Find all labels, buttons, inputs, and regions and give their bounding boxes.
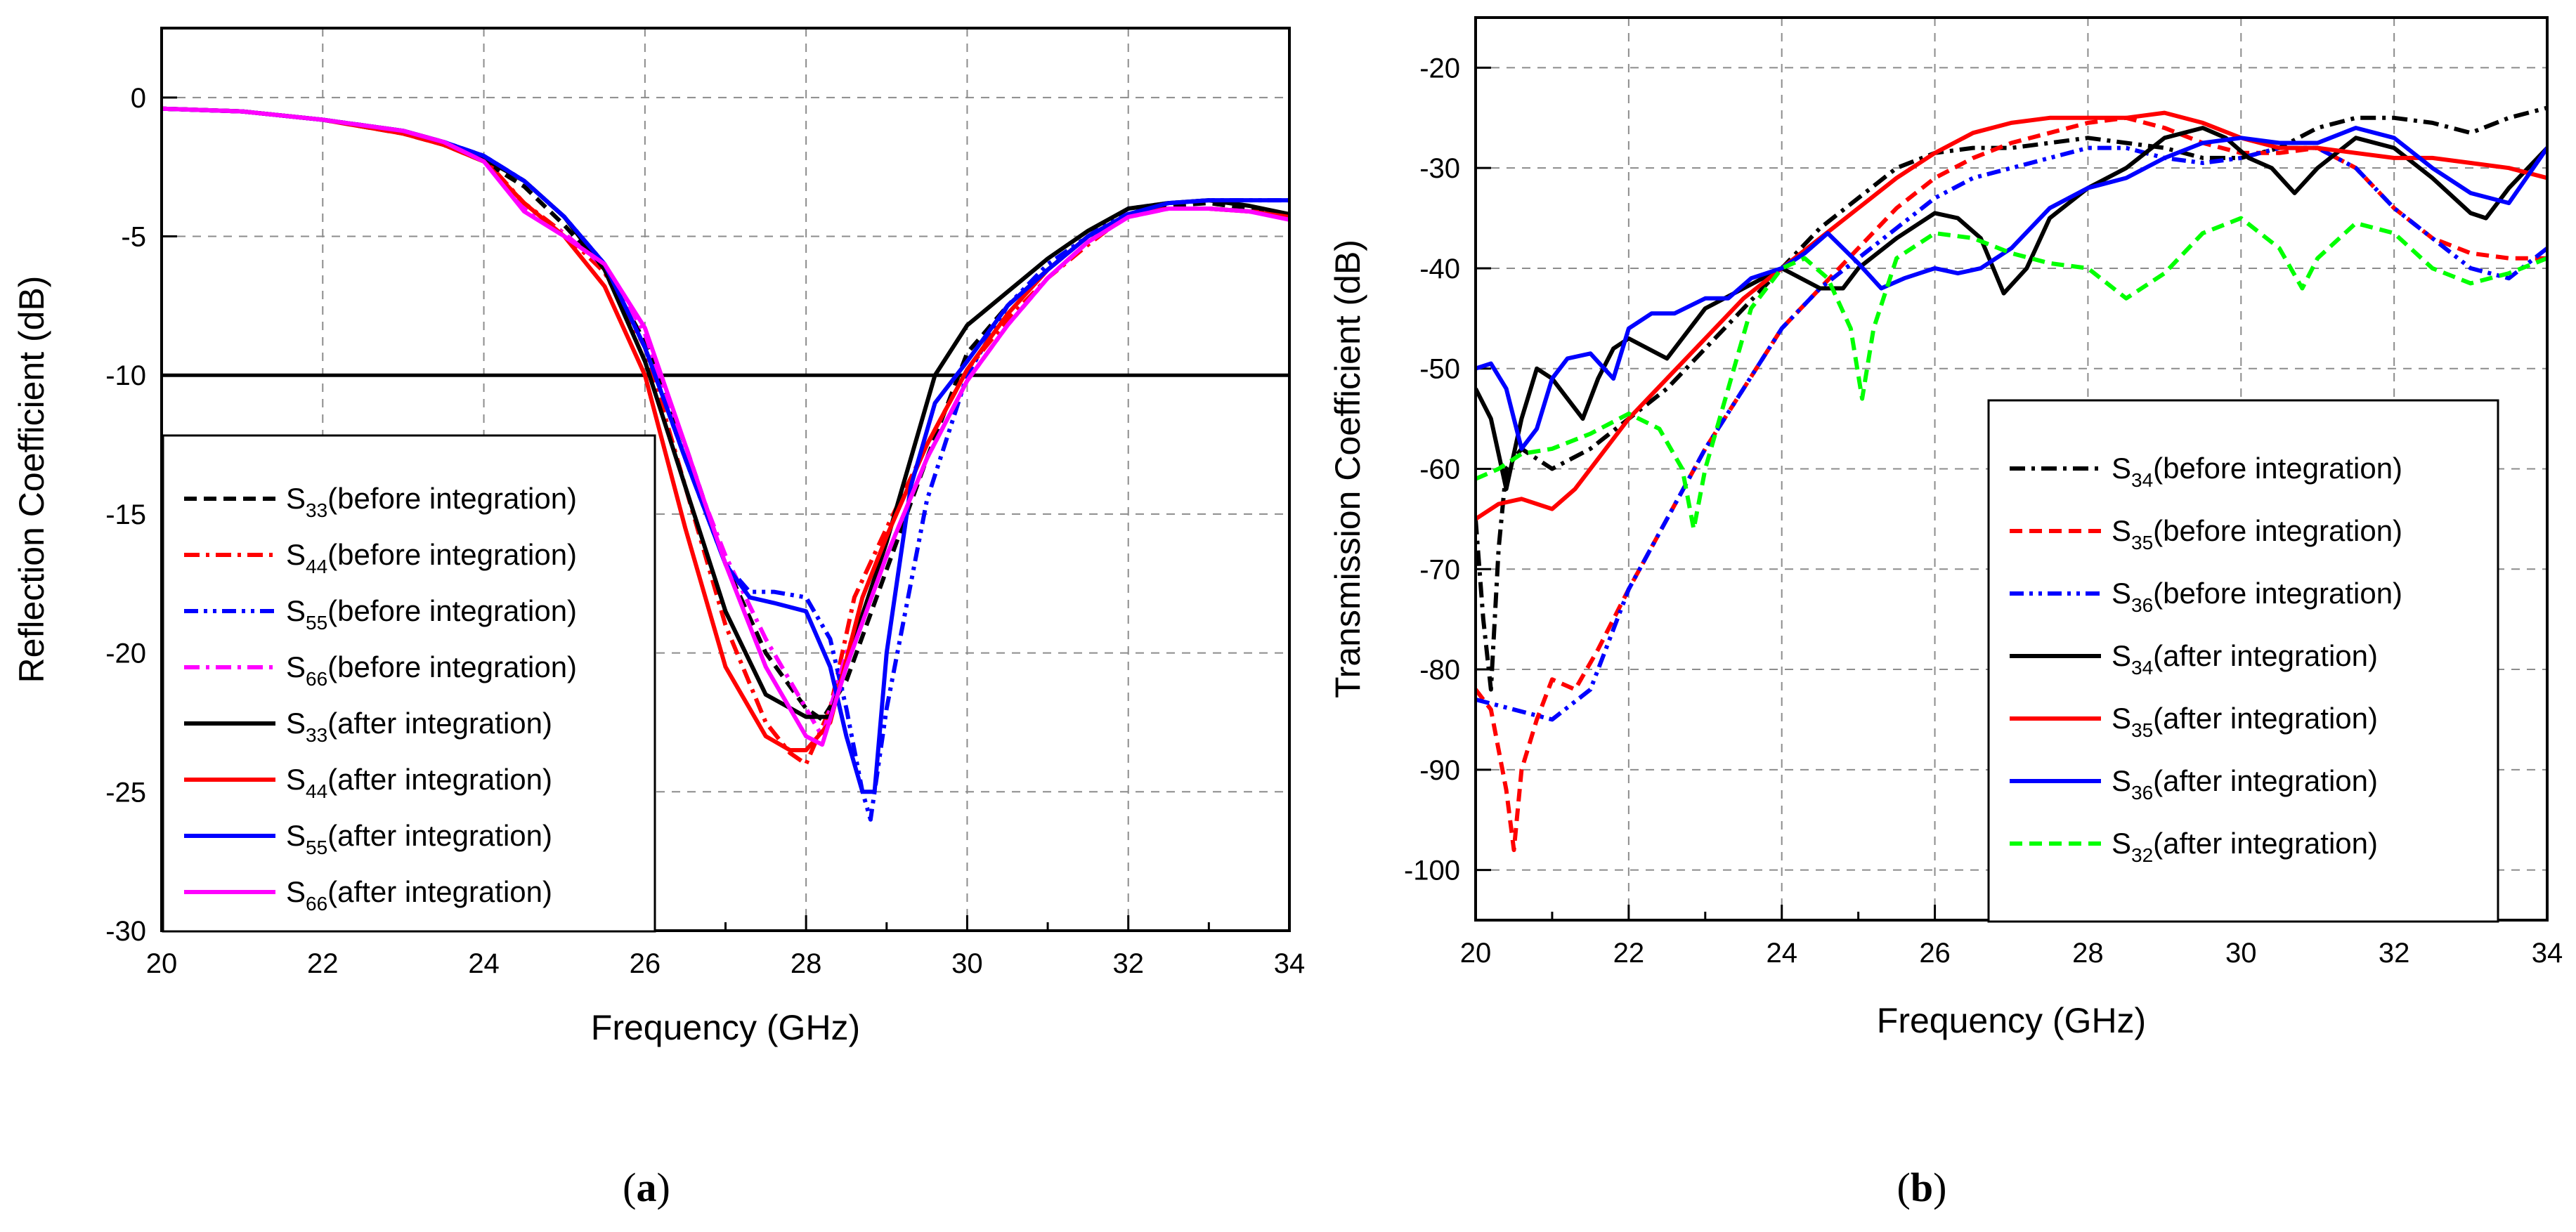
- pb-y-tick-label: -80: [1419, 655, 1460, 686]
- legend-label-s33a: S33(after integration): [286, 707, 552, 746]
- pa-x-tick-label: 30: [951, 948, 983, 979]
- legend-label-t35b: S35(before integration): [2112, 514, 2402, 553]
- series-line-t36a: [1476, 126, 2547, 451]
- pa-y-tick-label: 0: [131, 83, 146, 114]
- legend-label-s44a: S44(after integration): [286, 763, 552, 802]
- series-line-t36b: [1476, 145, 2547, 722]
- series-line-s66a: [162, 106, 1289, 747]
- pa-y-tick-label: -20: [105, 638, 146, 669]
- series-line-t34a: [1476, 126, 2547, 492]
- pb-y-tick-label: -20: [1419, 53, 1460, 84]
- series-line-s55a: [162, 106, 1289, 794]
- pb-y-tick-label: -100: [1404, 856, 1460, 886]
- pb-x-axis-label: Frequency (GHz): [1877, 1001, 2146, 1040]
- series-line-t35b: [1476, 115, 2547, 853]
- pb-x-tick-label: 26: [1919, 938, 1951, 969]
- pb-legend: S34(before integration) S35(before integr…: [1987, 399, 2499, 923]
- pa-y-tick-label: -15: [105, 499, 146, 530]
- pa-y-axis-label: Reflection Coefficient (dB): [12, 276, 51, 683]
- legend-label-s66a: S66(after integration): [286, 875, 552, 915]
- pa-x-axis-label: Frequency (GHz): [591, 1008, 860, 1047]
- legend-label-t35a: S35(after integration): [2112, 702, 2378, 741]
- pa-plot-area: [162, 106, 1289, 822]
- pa-x-tick-label: 26: [630, 948, 661, 979]
- pa-x-tick-label: 20: [146, 948, 178, 979]
- series-line-t35a: [1476, 110, 2547, 521]
- pa-plot-frame: [160, 27, 1291, 932]
- legend-label-s33b: S33(before integration): [286, 482, 577, 521]
- legend-label-t32a: S32(after integration): [2112, 827, 2378, 866]
- pb-y-tick-label: -70: [1419, 554, 1460, 585]
- panel-a-caption: (a): [623, 1165, 670, 1210]
- pb-y-tick-label: -50: [1419, 354, 1460, 385]
- pa-legend-box: [162, 434, 656, 933]
- pb-y-tick-label: -40: [1419, 254, 1460, 284]
- panel-b-caption: (b): [1897, 1165, 1947, 1210]
- pa-legend: S33(before integration) S44(before integr…: [162, 434, 656, 933]
- legend-label-t34a: S34(after integration): [2112, 639, 2378, 679]
- pb-x-tick-label: 34: [2532, 938, 2563, 969]
- legend-label-s55b: S55(before integration): [286, 594, 577, 634]
- pa-y-tick-label: -10: [105, 360, 146, 391]
- legend-label-t36b: S36(before integration): [2112, 577, 2402, 616]
- pb-x-tick-label: 20: [1460, 938, 1492, 969]
- pa-x-tick-label: 34: [1274, 948, 1306, 979]
- legend-label-s55a: S55(after integration): [286, 819, 552, 858]
- pa-x-tick-label: 32: [1112, 948, 1144, 979]
- pb-x-tick-label: 32: [2379, 938, 2410, 969]
- pb-x-tick-label: 24: [1766, 938, 1797, 969]
- pa-y-tick-label: -30: [105, 916, 146, 947]
- pb-y-axis-label: Transmission Coefficient (dB): [1328, 240, 1367, 698]
- pa-y-tick-label: -25: [105, 777, 146, 808]
- pb-x-tick-label: 22: [1613, 938, 1645, 969]
- pb-x-tick-label: 30: [2225, 938, 2257, 969]
- pa-y-tick-label: -5: [121, 222, 146, 253]
- series-line-t32a: [1476, 216, 2547, 532]
- pb-legend-box: [1987, 399, 2499, 923]
- legend-label-t36a: S36(after integration): [2112, 764, 2378, 804]
- pb-y-tick-label: -30: [1419, 153, 1460, 184]
- pa-x-tick-label: 24: [468, 948, 500, 979]
- panel-a-reflection-chart: 20 22 24 26 28 30 32 34 0 -5 -10 -15 -20 -25 -30 S33(be…: [12, 27, 1306, 1047]
- pa-x-tick-label: 22: [307, 948, 339, 979]
- legend-label-s66b: S66(before integration): [286, 650, 577, 690]
- pb-plot-area: [1476, 105, 2547, 853]
- pb-x-tick-label: 28: [2072, 938, 2104, 969]
- panel-b-transmission-chart: 20 22 24 26 28 30 32 34 -20 -30 -40 -50 -60 -70 -80 -90…: [1328, 16, 2563, 1040]
- legend-label-t34b: S34(before integration): [2112, 452, 2402, 491]
- pb-y-tick-label: -60: [1419, 454, 1460, 485]
- legend-label-s44b: S44(before integration): [286, 538, 577, 577]
- pb-y-tick-label: -90: [1419, 755, 1460, 786]
- pa-x-tick-label: 28: [791, 948, 822, 979]
